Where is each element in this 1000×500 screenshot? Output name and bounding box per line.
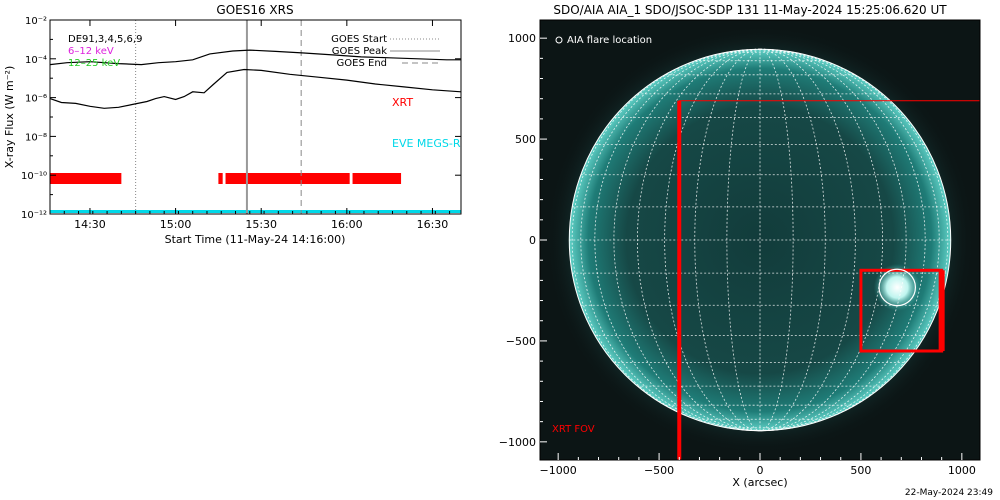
goes-y-tick-label-5: 10⁻¹² <box>21 210 47 221</box>
goes-x-axis-label: Start Time (11-May-24 14:16:00) <box>165 233 346 246</box>
legend-goes-end: GOES End <box>337 58 387 69</box>
aia-x-tick-label-4: 1000 <box>948 464 976 477</box>
legend-goes-start: GOES Start <box>331 34 387 45</box>
eve-interval-bar-0 <box>50 210 461 213</box>
longitude-line <box>594 48 761 432</box>
flare-location-circle <box>878 268 917 307</box>
flare-brightening <box>873 263 921 312</box>
xrt-interval-bar-2 <box>225 173 350 184</box>
aia-chart-title: SDO/AIA AIA_1 SDO/JSOC-SDP 131 11-May-20… <box>553 3 947 17</box>
goes-xrs-panel: GOES16 XRS 14:30 15:00 15:30 16:00 16:30 10⁻²… <box>3 3 462 246</box>
xrt-annotation: XRT <box>392 96 413 109</box>
goes-y-tick-label-3: 10⁻⁸ <box>25 132 47 143</box>
goes-y-tick-label-0: 10⁻² <box>25 16 47 27</box>
goes-y-tick-label-2: 10⁻⁶ <box>25 94 47 105</box>
band-label-de91: DE91,3,4,5,6,9 <box>68 34 142 45</box>
goes-flux-series-0 <box>49 49 461 66</box>
footer-timestamp: 22-May-2024 23:49 <box>905 488 993 498</box>
longitude-line <box>759 48 826 432</box>
longitude-line <box>759 48 883 432</box>
aia-x-tick-label-1: −500 <box>644 464 674 477</box>
aia-image-panel: SDO/AIA AIA_1 SDO/JSOC-SDP 131 11-May-20… <box>499 3 981 489</box>
longitude-line <box>571 48 761 432</box>
longitude-line <box>726 48 761 432</box>
xrt-fov-label: XRT FOV <box>552 424 595 435</box>
solar-limb <box>568 48 952 432</box>
goes-x-tick-label-0: 14:30 <box>74 218 106 231</box>
flare-location-legend-icon <box>555 36 563 44</box>
goes-flux-series-1 <box>49 68 462 109</box>
aia-y-tick-label-3: 500 <box>515 133 536 146</box>
longitude-line <box>580 48 761 432</box>
goes-x-tick-label-3: 16:00 <box>331 218 363 231</box>
longitude-line <box>759 48 949 432</box>
band-label-6-12kev: 6–12 keV <box>68 46 114 57</box>
aia-y-tick-label-2: 0 <box>529 234 536 247</box>
aia-x-tick-label-0: −1000 <box>540 464 577 477</box>
aia-x-tick-label-3: 500 <box>850 464 871 477</box>
aia-x-tick-label-2: 0 <box>757 464 764 477</box>
xrt-interval-bar-0 <box>50 173 122 184</box>
longitude-line <box>637 48 761 432</box>
longitude-line <box>613 48 761 432</box>
goes-x-tick-label-2: 15:30 <box>245 218 277 231</box>
goes-legend: GOES Start GOES Peak GOES End <box>331 34 440 69</box>
goes-y-axis-label: X-ray Flux (W m⁻²) <box>3 66 16 168</box>
aia-y-tick-label-0: −1000 <box>499 436 536 449</box>
goes-y-tick-label-1: 10⁻⁴ <box>25 55 47 66</box>
longitude-line <box>694 48 761 432</box>
aia-legend-label: AIA flare location <box>567 35 652 46</box>
legend-goes-peak: GOES Peak <box>332 46 387 57</box>
xrt-interval-bar-1 <box>218 173 223 184</box>
longitude-line <box>759 48 907 432</box>
band-label-12-25kev: 12–25 keV <box>68 58 120 69</box>
goes-y-tick-label-4: 10⁻¹⁰ <box>21 171 47 182</box>
xrt-interval-bar-3 <box>352 173 402 184</box>
aia-x-axis-label: X (arcsec) <box>732 476 787 489</box>
goes-chart-title: GOES16 XRS <box>216 3 293 17</box>
aia-y-tick-label-4: 1000 <box>508 32 536 45</box>
aia-y-tick-label-1: −500 <box>506 335 536 348</box>
eve-megs-annotation: EVE MEGS-R <box>392 137 461 150</box>
longitude-line <box>759 48 940 432</box>
goes-x-tick-label-4: 16:30 <box>417 218 449 231</box>
aia-legend: AIA flare location <box>555 35 652 46</box>
longitude-line <box>759 48 794 432</box>
longitude-line <box>759 48 926 432</box>
goes-x-tick-label-1: 15:00 <box>160 218 192 231</box>
